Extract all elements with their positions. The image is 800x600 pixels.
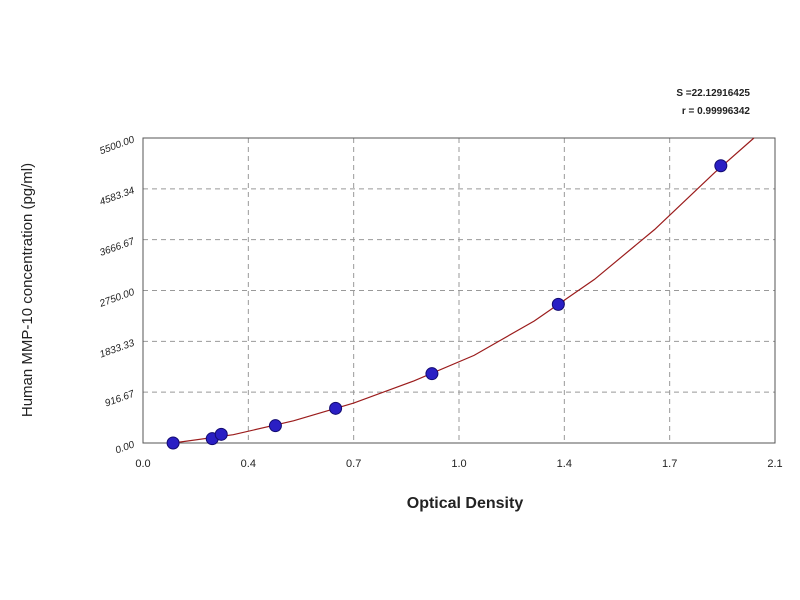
annotation: r = 0.99996342: [682, 106, 751, 117]
data-point: [329, 401, 343, 415]
y-axis-label: Human MMP-10 concentration (pg/ml): [19, 163, 36, 417]
data-point: [714, 159, 728, 173]
x-tick-label: 0.0: [135, 458, 150, 470]
x-tick-label: 1.4: [557, 458, 572, 470]
plot-frame: [142, 137, 776, 444]
x-tick-label: 1.0: [451, 458, 466, 470]
data-point: [425, 367, 439, 381]
x-tick-label: 2.1: [767, 458, 782, 470]
data-point: [166, 436, 180, 450]
data-point: [551, 297, 565, 311]
annotation: S =22.12916425: [676, 88, 750, 99]
x-axis-label: Optical Density: [407, 495, 524, 512]
x-tick-label: 0.4: [241, 458, 256, 470]
x-tick-label: 0.7: [346, 458, 361, 470]
data-point: [268, 419, 282, 433]
x-tick-label: 1.7: [662, 458, 677, 470]
data-point: [214, 427, 228, 441]
